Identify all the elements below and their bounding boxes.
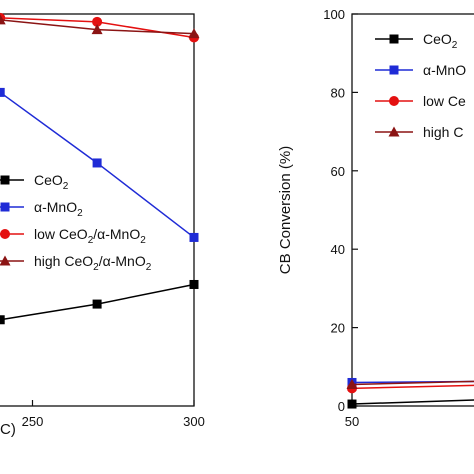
data-point (92, 299, 102, 309)
series-line (351, 399, 474, 405)
legend-marker (389, 96, 399, 106)
legend-label: low CeO2/α-MnO2 (34, 226, 146, 246)
legend-label: high C (423, 124, 463, 140)
data-point (189, 279, 199, 289)
data-point (0, 87, 5, 97)
y-tick-label: 80 (331, 85, 345, 100)
data-point (0, 315, 5, 325)
series-line (351, 384, 474, 390)
y-tick-label: 100 (323, 7, 345, 22)
data-point (0, 14, 6, 25)
legend-marker (389, 65, 399, 75)
data-point (188, 28, 200, 39)
legend-label: CeO2 (423, 31, 458, 51)
legend-label: CeO2 (34, 172, 69, 192)
legend-marker (0, 175, 10, 185)
series-line (0, 17, 195, 39)
legend-label: high CeO2/α-MnO2 (34, 253, 152, 273)
data-point (91, 24, 103, 35)
series-line (0, 19, 195, 35)
y-tick-label: 20 (331, 321, 345, 336)
series-line (351, 380, 474, 386)
data-point (92, 158, 102, 168)
data-point (92, 16, 103, 27)
data-point (346, 378, 358, 389)
series-line (0, 283, 195, 321)
legend-label: α-MnO2 (34, 199, 83, 219)
plot-frame (351, 13, 474, 407)
y-tick-label: 0 (338, 399, 345, 414)
y-tick-label: 60 (331, 164, 345, 179)
legend-marker (0, 202, 10, 212)
legend-label: low Ce (423, 93, 466, 109)
legend-label: α-MnO (423, 62, 466, 78)
legend-marker (388, 126, 400, 137)
right-chart-panel: 50100020406080100CB Conversion (%)CeO2α-… (277, 7, 474, 429)
data-point (347, 399, 357, 409)
x-tick-label: 50 (345, 414, 359, 429)
x-tick-label: 250 (22, 414, 44, 429)
x-axis-title: C) (0, 421, 16, 438)
series-line (0, 91, 195, 239)
x-tick-label: 300 (183, 414, 205, 429)
legend-marker (0, 229, 10, 239)
legend-marker (389, 34, 399, 44)
plot-frame (0, 13, 195, 407)
y-axis-title: CB Conversion (%) (277, 146, 294, 274)
y-tick-label: 40 (331, 242, 345, 257)
legend-marker (0, 255, 11, 266)
data-point (189, 232, 199, 242)
